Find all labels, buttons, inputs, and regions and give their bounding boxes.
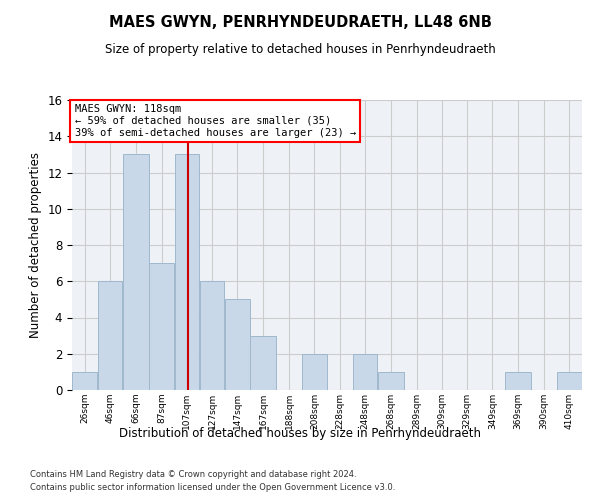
Bar [302,354,326,390]
Bar [557,372,581,390]
Bar [123,154,149,390]
Text: MAES GWYN: 118sqm
← 59% of detached houses are smaller (35)
39% of semi-detached: MAES GWYN: 118sqm ← 59% of detached hous… [74,104,356,138]
Text: Distribution of detached houses by size in Penrhyndeudraeth: Distribution of detached houses by size … [119,428,481,440]
Text: Size of property relative to detached houses in Penrhyndeudraeth: Size of property relative to detached ho… [104,42,496,56]
Bar [149,263,174,390]
Y-axis label: Number of detached properties: Number of detached properties [29,152,42,338]
Bar [353,354,377,390]
Text: MAES GWYN, PENRHYNDEUDRAETH, LL48 6NB: MAES GWYN, PENRHYNDEUDRAETH, LL48 6NB [109,15,491,30]
Bar [225,300,250,390]
Bar [200,281,224,390]
Text: Contains HM Land Registry data © Crown copyright and database right 2024.: Contains HM Land Registry data © Crown c… [30,470,356,479]
Bar [73,372,97,390]
Bar [175,154,199,390]
Bar [98,281,122,390]
Bar [505,372,531,390]
Text: Contains public sector information licensed under the Open Government Licence v3: Contains public sector information licen… [30,482,395,492]
Bar [250,336,276,390]
Bar [378,372,404,390]
